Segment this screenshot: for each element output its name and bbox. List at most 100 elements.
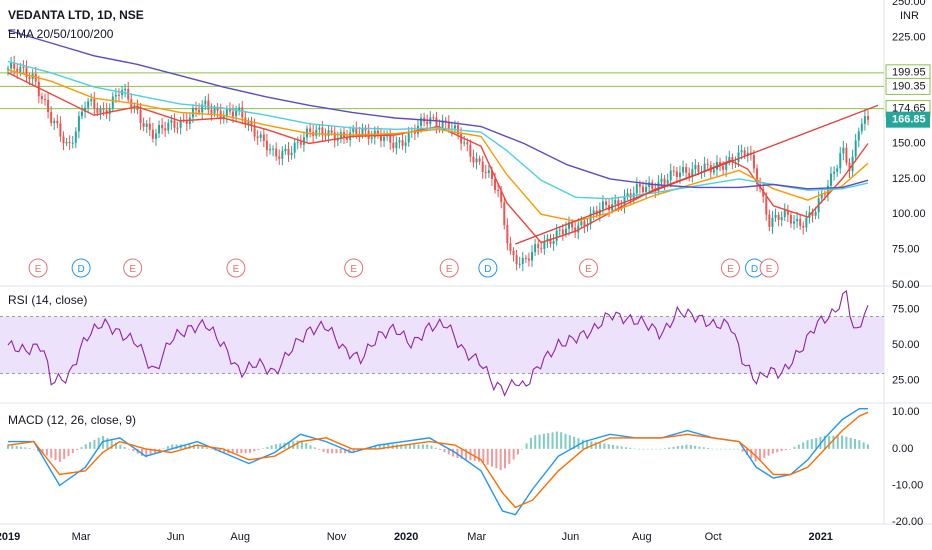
macd-histogram-bar [555, 431, 558, 449]
candle-body [16, 68, 19, 73]
candle-body [571, 222, 574, 228]
time-tick-label: Aug [632, 531, 652, 543]
macd-histogram-bar [776, 448, 779, 453]
macd-histogram-bar [629, 447, 632, 449]
candle-body [604, 201, 607, 206]
candle-body [114, 94, 117, 97]
candle-body [272, 148, 275, 150]
macd-histogram-bar [58, 448, 61, 462]
macd-histogram-bar [331, 448, 334, 454]
candle-body [413, 131, 416, 134]
event-marker [579, 258, 598, 278]
macd-title: MACD (12, 26, close, 9) [8, 413, 136, 427]
candle-body [487, 170, 490, 174]
candle-body [725, 162, 728, 170]
candle-body [509, 243, 512, 251]
macd-histogram-bar [249, 448, 252, 453]
candle-body [518, 263, 521, 265]
macd-histogram-bar [685, 444, 688, 449]
event-marker [439, 258, 459, 278]
candle-body [497, 190, 500, 192]
macd-histogram-bar [244, 448, 247, 454]
macd-histogram-bar [495, 448, 498, 469]
macd-histogram-bar [115, 442, 118, 449]
macd-histogram-bar [326, 448, 329, 454]
time-tick-label: Mar [467, 531, 486, 543]
candle-body [780, 217, 783, 221]
macd-histogram-bar [802, 442, 805, 449]
level-tag-label: 199.95 [892, 67, 926, 79]
macd-histogram-bar [287, 442, 290, 449]
candle-body [746, 152, 749, 156]
event-marker-label: E [727, 264, 734, 275]
candle-body [688, 172, 691, 177]
macd-histogram-bar [491, 448, 494, 467]
macd-histogram-bar [339, 448, 342, 454]
event-marker [720, 258, 740, 278]
candle-body [383, 136, 386, 141]
candle-body [53, 120, 56, 124]
macd-histogram-bar [166, 446, 169, 449]
candle-body [176, 127, 179, 129]
time-tick-label: Aug [230, 531, 250, 543]
macd-histogram-bar [780, 448, 783, 452]
macd-histogram-bar [711, 448, 714, 450]
candle-body [737, 152, 740, 163]
macd-histogram-bar [594, 442, 597, 449]
macd-histogram-bar [19, 446, 22, 449]
macd-histogram-bar [828, 435, 831, 449]
macd-histogram-bar [426, 444, 429, 449]
candle-body [774, 214, 777, 218]
macd-histogram-bar [76, 448, 79, 451]
candle-body [626, 193, 629, 197]
candle-body [743, 150, 746, 156]
macd-histogram-bar [102, 435, 105, 449]
macd-histogram-bar [577, 438, 580, 449]
candle-body [238, 107, 241, 111]
symbol-title: VEDANTA LTD, 1D, NSE [8, 8, 144, 22]
macd-histogram-bar [793, 446, 796, 449]
macd-tick-label: 0.00 [892, 443, 913, 455]
event-marker [71, 258, 91, 278]
macd-histogram-bar [93, 439, 96, 449]
macd-histogram-bar [568, 435, 571, 449]
candle-body [284, 148, 287, 152]
candle-body [228, 108, 231, 112]
macd-histogram-bar [586, 440, 589, 449]
macd-histogram-bar [836, 435, 839, 449]
macd-histogram-bar [45, 448, 48, 456]
macd-histogram-bar [404, 444, 407, 449]
macd-histogram-bar [223, 448, 226, 454]
event-marker-label: E [233, 264, 240, 275]
candle-body [167, 122, 170, 131]
macd-histogram-bar [387, 444, 390, 449]
candle-body [555, 230, 558, 241]
rsi-title: RSI (14, close) [8, 293, 87, 307]
ema-line [7, 29, 869, 190]
time-tick-label: 2020 [394, 531, 418, 543]
candle-body [50, 111, 53, 124]
candle-body [321, 127, 324, 136]
last-price-tag [886, 111, 930, 128]
macd-histogram-bar [71, 448, 74, 454]
macd-histogram-bar [758, 448, 761, 461]
event-marker-label: E [446, 264, 453, 275]
macd-histogram-bar [171, 444, 174, 449]
macd-histogram-bar [633, 448, 636, 450]
macd-histogram-bar [162, 448, 165, 449]
candle-body [241, 107, 244, 118]
candle-body [669, 170, 672, 181]
macd-histogram-bar [110, 440, 113, 449]
candle-body [290, 152, 293, 155]
rsi-tick-label: 50.00 [892, 339, 920, 351]
candle-body [577, 225, 580, 233]
macd-histogram-bar [210, 448, 213, 450]
candle-body [543, 241, 546, 249]
candle-body [506, 225, 509, 244]
candle-body [210, 109, 213, 114]
candle-body [43, 99, 46, 101]
candle-body [826, 185, 829, 195]
candle-body [247, 121, 250, 125]
macd-histogram-bar [823, 435, 826, 449]
candle-body [407, 131, 410, 143]
